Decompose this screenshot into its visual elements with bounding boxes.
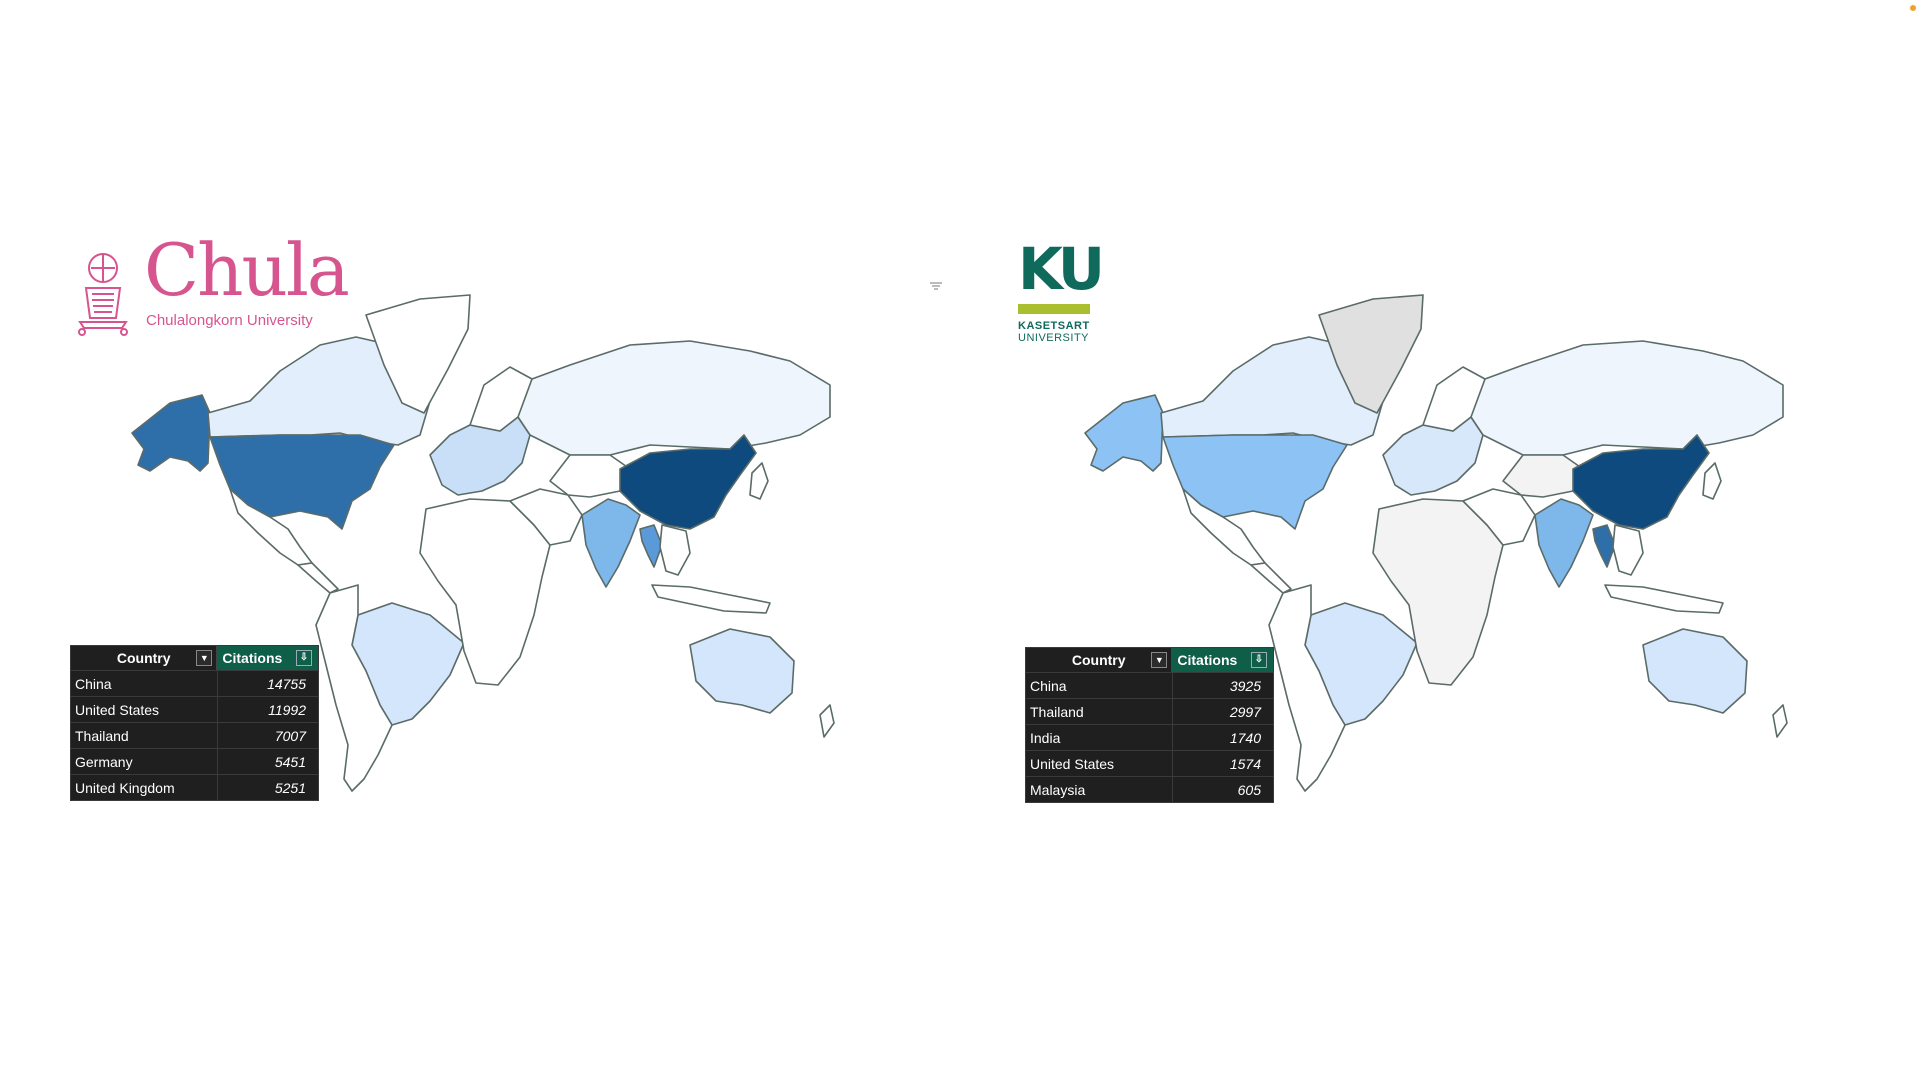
country-south-america[interactable] <box>315 584 393 792</box>
citations-header[interactable]: Citations ⇩ <box>1172 648 1273 672</box>
citations-cell: 1574 <box>1229 755 1261 772</box>
dropdown-icon[interactable]: ▼ <box>1151 652 1168 668</box>
table-row[interactable]: China 14755 <box>71 670 318 696</box>
filter-icon[interactable] <box>930 282 942 290</box>
chula-emblem-icon <box>78 253 128 336</box>
country-united-states[interactable] <box>1162 434 1348 530</box>
country-south-america[interactable] <box>1268 584 1346 792</box>
chula-wordmark: Chula <box>144 228 350 312</box>
country-cell: India <box>1026 725 1173 750</box>
chula-subtitle: Chulalongkorn University <box>146 312 313 329</box>
chula-logo: Chula Chulalongkorn University <box>72 234 350 336</box>
country-indonesia[interactable] <box>1604 584 1724 614</box>
citations-cell: 3925 <box>1229 677 1261 694</box>
citations-cell: 605 <box>1237 781 1261 798</box>
country-india[interactable] <box>1534 498 1594 588</box>
country-alaska[interactable] <box>1084 394 1164 472</box>
country-new-zealand[interactable] <box>819 704 835 738</box>
status-dot <box>1910 5 1916 11</box>
country-thailand[interactable] <box>639 524 663 568</box>
country-china[interactable] <box>619 434 757 530</box>
ku-subtitle-1: KASETSART <box>1018 320 1090 332</box>
citations-header[interactable]: Citations ⇩ <box>217 646 318 670</box>
world-map-ku[interactable] <box>1083 285 1863 805</box>
country-thailand[interactable] <box>1592 524 1616 568</box>
country-japan[interactable] <box>749 462 769 500</box>
country-middle-east[interactable] <box>509 488 583 546</box>
country-australia[interactable] <box>689 628 795 714</box>
country-india[interactable] <box>581 498 641 588</box>
citations-cell: 14755 <box>267 675 306 692</box>
table-row[interactable]: Thailand 2997 <box>1026 698 1273 724</box>
country-header[interactable]: Country ▼ <box>71 646 218 670</box>
country-cell: China <box>1026 673 1173 698</box>
country-header[interactable]: Country ▼ <box>1026 648 1173 672</box>
country-cell: Malaysia <box>1026 777 1173 802</box>
country-alaska[interactable] <box>131 394 211 472</box>
table-row[interactable]: United Kingdom 5251 <box>71 774 318 800</box>
table-row[interactable]: Thailand 7007 <box>71 722 318 748</box>
country-cell: United States <box>71 697 218 722</box>
table-row[interactable]: Malaysia 605 <box>1026 776 1273 802</box>
citations-cell: 11992 <box>268 701 306 718</box>
country-cell: China <box>71 671 218 696</box>
ku-logo: KU KASETSART UNIVERSITY <box>1018 240 1105 348</box>
citations-table-ku[interactable]: Country ▼ Citations ⇩ China 3925 Thailand 2… <box>1025 647 1274 803</box>
ku-wordmark: KU <box>1018 235 1105 303</box>
country-southeast-asia[interactable] <box>659 524 691 576</box>
country-new-zealand[interactable] <box>1772 704 1788 738</box>
country-russia[interactable] <box>1470 340 1784 456</box>
ku-accent-bar <box>1018 304 1090 314</box>
country-russia[interactable] <box>517 340 831 456</box>
sort-icon[interactable]: ⇩ <box>296 650 312 666</box>
table-row[interactable]: United States 1574 <box>1026 750 1273 776</box>
country-australia[interactable] <box>1642 628 1748 714</box>
citations-table-chula[interactable]: Country ▼ Citations ⇩ China 14755 United S… <box>70 645 319 801</box>
country-central-america[interactable] <box>297 562 339 594</box>
country-southeast-asia[interactable] <box>1612 524 1644 576</box>
country-china[interactable] <box>1572 434 1710 530</box>
table-row[interactable]: United States 11992 <box>71 696 318 722</box>
ku-subtitle-2: UNIVERSITY <box>1018 332 1090 344</box>
country-central-asia[interactable] <box>549 454 631 498</box>
table-row[interactable]: India 1740 <box>1026 724 1273 750</box>
country-central-asia[interactable] <box>1502 454 1584 498</box>
country-europe[interactable] <box>429 416 531 496</box>
country-greenland[interactable] <box>365 294 471 414</box>
country-middle-east[interactable] <box>1462 488 1536 546</box>
dropdown-icon[interactable]: ▼ <box>196 650 213 666</box>
table-row[interactable]: China 3925 <box>1026 672 1273 698</box>
world-map-chula[interactable] <box>130 285 910 805</box>
country-cell: United Kingdom <box>71 775 218 800</box>
table-row[interactable]: Germany 5451 <box>71 748 318 774</box>
country-cell: Thailand <box>71 723 218 748</box>
citations-cell: 7007 <box>274 727 306 744</box>
citations-cell: 1740 <box>1229 729 1261 746</box>
country-indonesia[interactable] <box>651 584 771 614</box>
country-cell: United States <box>1026 751 1173 776</box>
citations-cell: 5451 <box>274 753 306 770</box>
country-central-america[interactable] <box>1250 562 1292 594</box>
country-cell: Thailand <box>1026 699 1173 724</box>
country-japan[interactable] <box>1702 462 1722 500</box>
country-europe[interactable] <box>1382 416 1484 496</box>
citations-cell: 5251 <box>274 779 306 796</box>
country-greenland[interactable] <box>1318 294 1424 414</box>
country-cell: Germany <box>71 749 218 774</box>
citations-cell: 2997 <box>1229 703 1261 720</box>
sort-icon[interactable]: ⇩ <box>1251 652 1267 668</box>
country-united-states[interactable] <box>209 434 395 530</box>
